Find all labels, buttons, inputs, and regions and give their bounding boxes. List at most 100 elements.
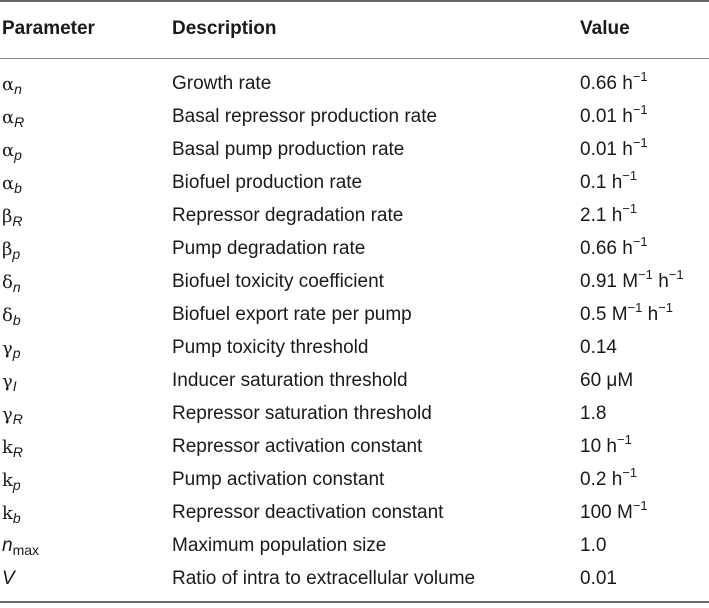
value-cell: 1.0 [580,529,709,562]
parameter-subscript: R [14,113,25,130]
parameter-cell: αR [0,100,172,133]
parameter-cell: kb [0,496,172,529]
description-cell: Biofuel production rate [172,171,363,193]
parameter-subscript: p [12,344,21,361]
parameter-symbol: γ [2,370,13,392]
value-unit-secondary: h [642,303,659,325]
parameter-subscript: R [12,212,23,229]
description-cell: Growth rate [172,72,272,94]
parameter-subscript: n [12,278,21,295]
parameter-symbol: α [2,106,15,128]
value-exponent: −1 [622,464,638,480]
header-parameter: Parameter [0,0,172,59]
header-value: Value [580,0,709,59]
value-number: 60 μM [580,369,634,391]
table-row: βR Repressor degradation rate 2.1 h−1 [0,199,709,232]
table-row: nmax Maximum population size 1.0 [0,529,709,562]
value-number: 1.0 [580,534,607,556]
value-cell: 0.01 [580,562,709,603]
value-number: 0.2 h [580,468,623,490]
parameter-cell: V [0,562,172,603]
parameter-subscript: p [12,245,21,262]
description-cell: Maximum population size [172,534,387,556]
parameter-symbol: δ [2,271,13,293]
value-exponent-secondary: −1 [668,266,684,282]
value-exponent: −1 [632,134,648,150]
parameter-symbol: α [2,139,15,161]
parameter-subscript: b [14,179,22,196]
description-cell: Basal pump production rate [172,138,405,160]
description-cell: Pump activation constant [172,468,385,490]
value-cell: 0.66 h−1 [580,59,709,101]
header-description: Description [172,0,580,59]
value-cell: 0.91 M−1 h−1 [580,265,709,298]
value-exponent: −1 [632,497,648,513]
parameter-cell: βp [0,232,172,265]
parameter-cell: γI [0,364,172,397]
parameter-symbol: k [2,469,13,491]
parameter-subscript: b [12,509,21,526]
parameter-subscript: R [12,443,24,460]
parameter-symbol: δ [2,304,13,326]
value-exponent: −1 [627,299,643,315]
table-row: kb Repressor deactivation constant 100 M−1 [0,496,709,529]
parameter-cell: αn [0,59,172,101]
value-exponent: −1 [616,431,632,447]
description-cell: Repressor degradation rate [172,204,404,226]
parameter-cell: δb [0,298,172,331]
description-cell: Basal repressor production rate [172,105,438,127]
value-number: 10 h [580,435,617,457]
value-exponent: −1 [622,167,638,183]
table-row: γR Repressor saturation threshold 1.8 [0,397,709,430]
value-number: 1.8 [580,402,607,424]
value-exponent: −1 [632,233,648,249]
table-row: γp Pump toxicity threshold 0.14 [0,331,709,364]
value-number: 0.5 M [580,303,628,325]
table-row: αp Basal pump production rate 0.01 h−1 [0,133,709,166]
table-row: γI Inducer saturation threshold 60 μM [0,364,709,397]
table-body: αn Growth rate 0.66 h−1 αR Basal repressor p… [0,59,709,603]
value-cell: 2.1 h−1 [580,199,709,232]
parameter-subscript: max [12,542,40,558]
parameter-symbol: γ [2,337,13,359]
parameter-subscript: b [12,311,21,328]
parameter-cell: βR [0,199,172,232]
value-cell: 1.8 [580,397,709,430]
parameter-subscript: R [12,410,23,427]
parameter-cell: αp [0,133,172,166]
parameter-subscript: p [12,476,21,493]
value-number: 0.1 h [580,171,623,193]
parameter-symbol: β [2,205,13,227]
value-cell: 0.5 M−1 h−1 [580,298,709,331]
description-cell: Biofuel toxicity coefficient [172,270,384,292]
value-unit-secondary: h [652,270,669,292]
table-row: kp Pump activation constant 0.2 h−1 [0,463,709,496]
parameter-cell: γR [0,397,172,430]
value-cell: 60 μM [580,364,709,397]
table-row: αb Biofuel production rate 0.1 h−1 [0,166,709,199]
value-number: 2.1 h [580,204,623,226]
parameter-symbol: k [2,436,13,458]
value-exponent: −1 [632,101,648,117]
value-number: 0.66 h [580,237,633,259]
parameter-subscript: I [12,377,17,394]
table-row: kR Repressor activation constant 10 h−1 [0,430,709,463]
value-number: 0.01 [580,567,617,589]
value-cell: 0.1 h−1 [580,166,709,199]
parameter-cell: nmax [0,529,172,562]
table-row: αn Growth rate 0.66 h−1 [0,59,709,101]
parameter-subscript: p [14,146,22,163]
description-cell: Repressor activation constant [172,435,423,457]
parameter-symbol: n [2,535,13,556]
parameter-cell: kR [0,430,172,463]
table-row: αR Basal repressor production rate 0.01 h−… [0,100,709,133]
description-cell: Biofuel export rate per pump [172,303,412,325]
value-cell: 0.14 [580,331,709,364]
parameter-symbol: k [2,502,13,524]
parameter-cell: γp [0,331,172,364]
parameter-symbol: α [2,172,15,194]
parameter-cell: αb [0,166,172,199]
table-row: βp Pump degradation rate 0.66 h−1 [0,232,709,265]
value-exponent-secondary: −1 [658,299,674,315]
